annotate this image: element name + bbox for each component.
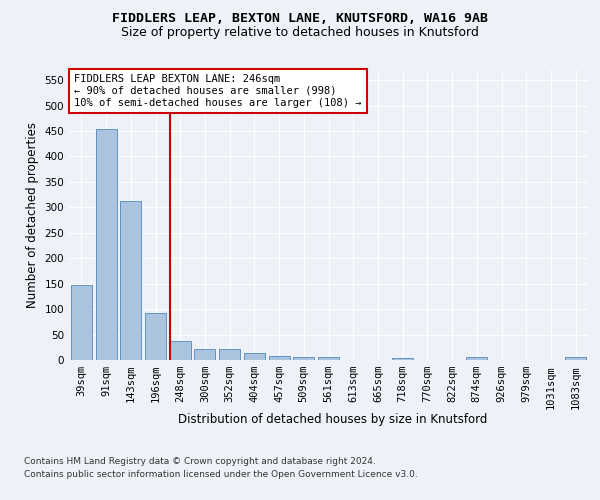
Text: Distribution of detached houses by size in Knutsford: Distribution of detached houses by size … — [178, 412, 488, 426]
Text: FIDDLERS LEAP, BEXTON LANE, KNUTSFORD, WA16 9AB: FIDDLERS LEAP, BEXTON LANE, KNUTSFORD, W… — [112, 12, 488, 26]
Bar — [466, 358, 487, 360]
Bar — [269, 356, 290, 360]
Bar — [170, 340, 191, 360]
Text: FIDDLERS LEAP BEXTON LANE: 246sqm
← 90% of detached houses are smaller (998)
10%: FIDDLERS LEAP BEXTON LANE: 246sqm ← 90% … — [74, 74, 362, 108]
Y-axis label: Number of detached properties: Number of detached properties — [26, 122, 39, 308]
Text: Contains public sector information licensed under the Open Government Licence v3: Contains public sector information licen… — [24, 470, 418, 479]
Bar — [194, 349, 215, 360]
Bar — [120, 202, 141, 360]
Text: Size of property relative to detached houses in Knutsford: Size of property relative to detached ho… — [121, 26, 479, 39]
Bar — [392, 358, 413, 360]
Bar — [244, 354, 265, 360]
Bar — [565, 358, 586, 360]
Bar — [293, 358, 314, 360]
Bar — [145, 313, 166, 360]
Text: Contains HM Land Registry data © Crown copyright and database right 2024.: Contains HM Land Registry data © Crown c… — [24, 458, 376, 466]
Bar — [95, 128, 116, 360]
Bar — [219, 349, 240, 360]
Bar — [71, 284, 92, 360]
Bar — [318, 358, 339, 360]
